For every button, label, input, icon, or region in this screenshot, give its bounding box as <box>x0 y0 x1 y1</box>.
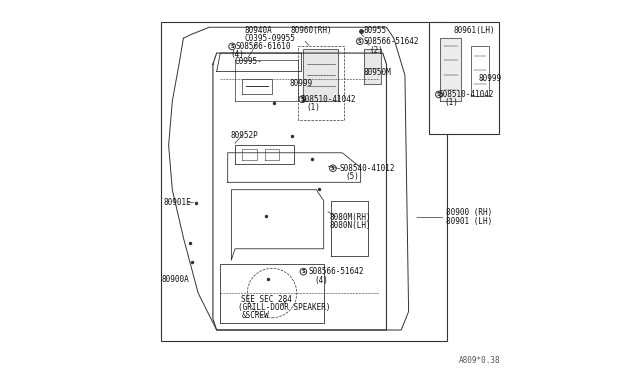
Text: &SCREW: &SCREW <box>242 311 269 320</box>
Text: (1): (1) <box>445 99 459 108</box>
Polygon shape <box>303 49 339 101</box>
Text: 80900 (RH): 80900 (RH) <box>445 208 492 217</box>
Text: (4): (4) <box>314 276 328 285</box>
Text: (GRILL-DOOR SPEAKER): (GRILL-DOOR SPEAKER) <box>238 303 330 312</box>
Text: A809*0.38: A809*0.38 <box>460 356 501 365</box>
Text: 80999: 80999 <box>289 79 312 88</box>
Text: 8080N(LH): 8080N(LH) <box>329 221 371 230</box>
Text: SEE SEC 284: SEE SEC 284 <box>241 295 291 304</box>
Text: 80955: 80955 <box>364 26 387 35</box>
Text: 80901 (LH): 80901 (LH) <box>445 217 492 225</box>
Text: S: S <box>331 166 335 171</box>
Text: S: S <box>437 92 441 97</box>
Text: C0395-09955: C0395-09955 <box>244 34 295 43</box>
Text: 80960(RH): 80960(RH) <box>291 26 332 35</box>
Text: (5): (5) <box>345 172 359 181</box>
Text: S: S <box>300 97 304 102</box>
Polygon shape <box>364 49 381 84</box>
Polygon shape <box>440 38 461 101</box>
Text: S: S <box>301 269 305 274</box>
Text: 80900A: 80900A <box>162 275 189 283</box>
Text: 80940A: 80940A <box>244 26 272 35</box>
Text: (2): (2) <box>370 46 384 55</box>
Text: S08540-41012: S08540-41012 <box>339 164 395 173</box>
Text: S: S <box>230 44 234 49</box>
Text: S08566-51642: S08566-51642 <box>308 267 364 276</box>
Bar <box>429 22 499 134</box>
Text: 8080M(RH): 8080M(RH) <box>329 213 371 222</box>
Text: S08510-41042: S08510-41042 <box>439 90 494 99</box>
Text: 80999: 80999 <box>478 74 501 83</box>
Text: 80901E: 80901E <box>163 198 191 207</box>
Text: S08566-51642: S08566-51642 <box>364 37 419 46</box>
Text: 80950M: 80950M <box>364 68 391 77</box>
Text: (4): (4) <box>230 50 244 59</box>
Text: S08510-41042: S08510-41042 <box>301 95 356 104</box>
Bar <box>161 22 447 341</box>
Text: C0995-: C0995- <box>234 57 262 67</box>
Text: S08566-61610: S08566-61610 <box>235 42 291 51</box>
Text: 80952P: 80952P <box>230 131 259 140</box>
Text: (1): (1) <box>306 103 320 112</box>
Text: S: S <box>358 39 362 44</box>
Text: 80961(LH): 80961(LH) <box>454 26 495 35</box>
